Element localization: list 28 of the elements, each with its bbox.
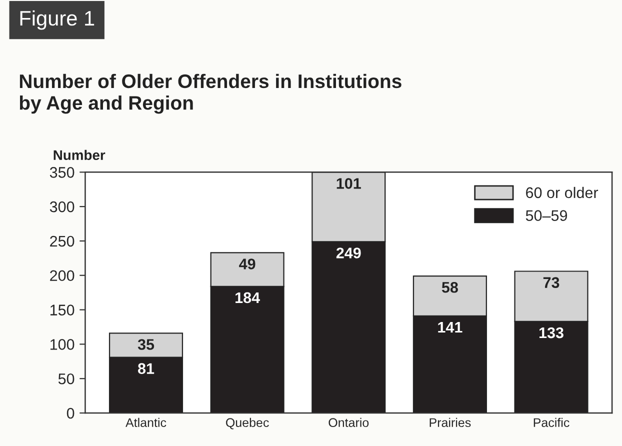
data-label: 184: [236, 292, 260, 304]
data-label: 133: [539, 327, 564, 338]
data-label: 73: [543, 277, 560, 288]
y-tick-label: 300: [50, 201, 74, 212]
y-tick-label: 100: [50, 339, 74, 350]
data-label: 49: [239, 258, 256, 270]
caption: Figure 1: [20, 10, 94, 30]
data-label: 141: [438, 322, 462, 333]
data-label: 249: [336, 248, 361, 258]
y-tick-label: 0: [66, 408, 74, 419]
y-tick-label: 150: [50, 304, 74, 316]
x-tick-label: Atlantic: [126, 418, 166, 428]
y-tick-label: 250: [50, 236, 74, 247]
y-tick-label: 50: [58, 373, 74, 384]
chart-title: Number of Older Offenders in Institutions by Age and Region: [20, 74, 402, 114]
legend-label: 60 or older: [526, 186, 598, 198]
x-tick-label: Prairies: [430, 418, 471, 428]
y-tick-label: 350: [50, 167, 74, 178]
legend-label: 50–59: [526, 210, 568, 222]
data-label: 58: [442, 282, 458, 293]
data-label: 35: [138, 339, 154, 350]
x-tick-label: Pacific: [534, 418, 570, 428]
y-tick-label: 200: [50, 270, 74, 282]
x-tick-label: Quebec: [226, 418, 269, 430]
data-label: 101: [336, 178, 361, 189]
data-label: 81: [138, 363, 154, 374]
y-axis-title: Number: [54, 150, 106, 160]
x-tick-label: Ontario: [328, 418, 369, 428]
